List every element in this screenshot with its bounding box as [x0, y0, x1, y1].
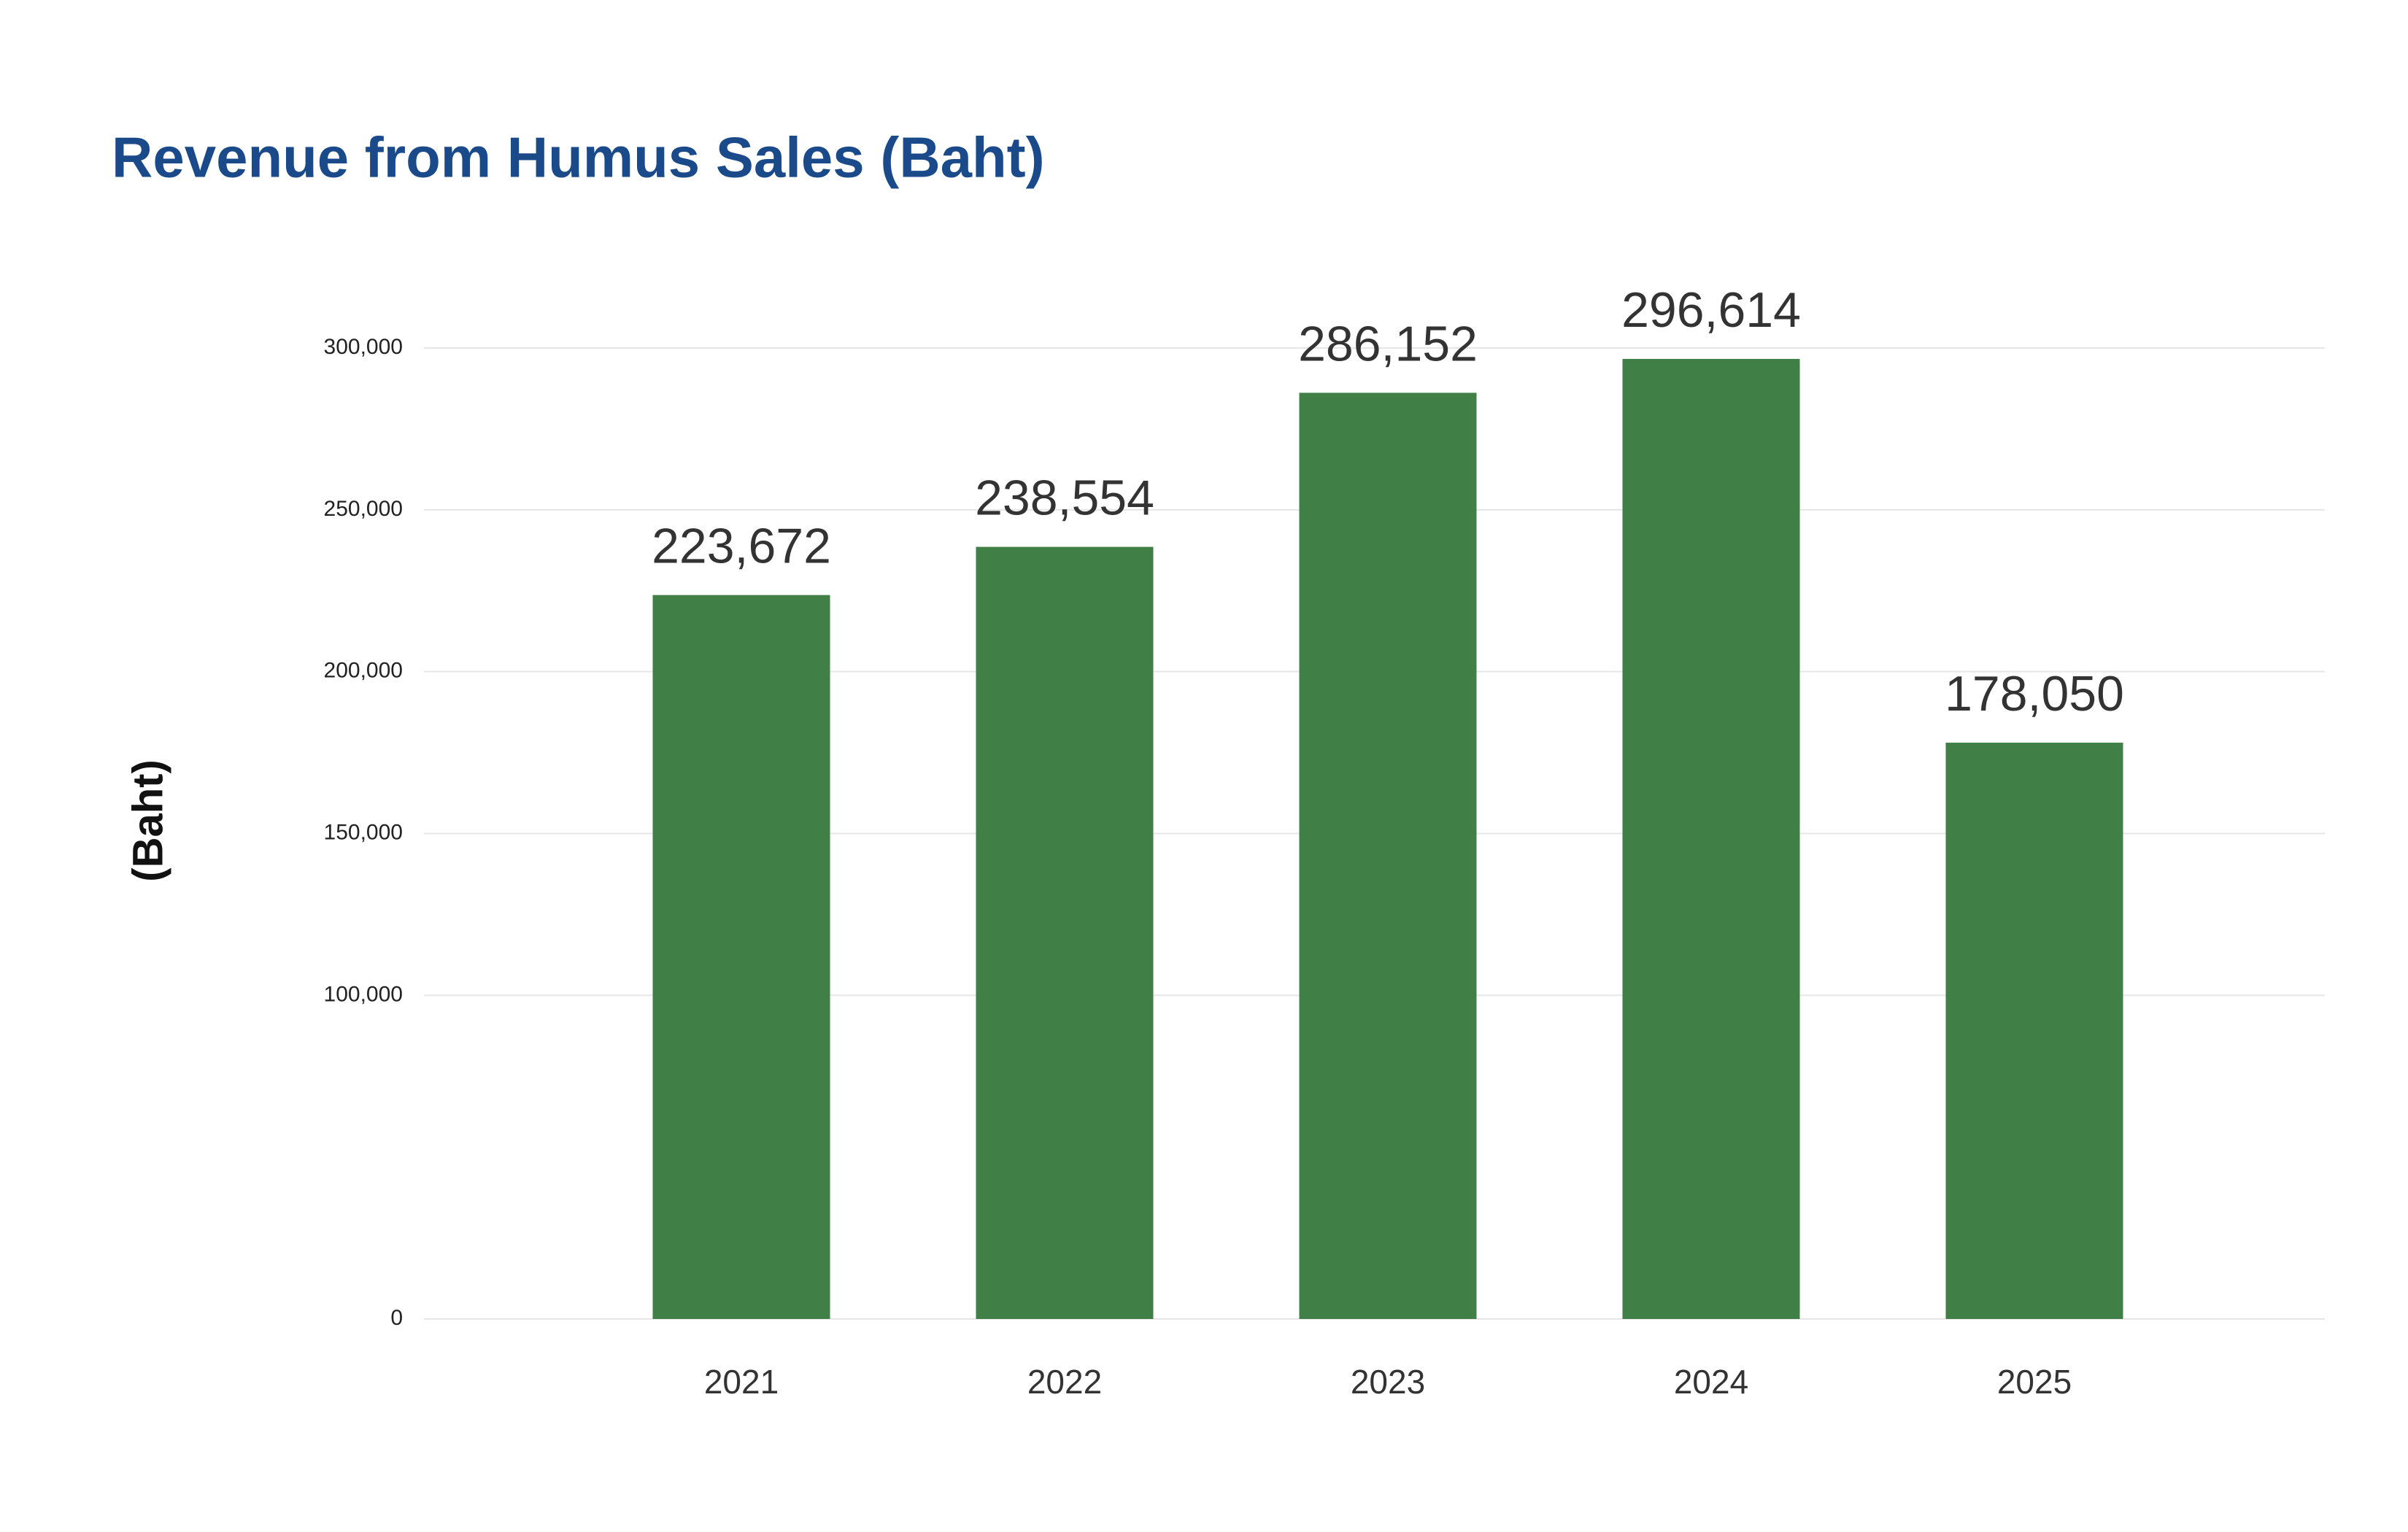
y-axis-label: (Baht): [124, 759, 171, 882]
chart-title: Revenue from Humus Sales (Baht): [112, 125, 1045, 190]
value-label: 223,672: [652, 519, 831, 574]
value-label: 238,554: [975, 471, 1154, 526]
x-tick-label: 2023: [1351, 1363, 1425, 1401]
x-tick-label: 2024: [1674, 1363, 1748, 1401]
bar: [1299, 392, 1477, 1319]
y-tick-label: 100,000: [324, 982, 403, 1006]
bar: [1622, 359, 1800, 1319]
x-tick-label: 2021: [704, 1363, 779, 1401]
bar: [1945, 743, 2123, 1319]
y-tick-label: 0: [390, 1306, 403, 1330]
y-tick-label: 250,000: [324, 497, 403, 521]
bar: [976, 546, 1154, 1319]
bar: [652, 595, 830, 1319]
y-tick-label: 150,000: [324, 820, 403, 844]
value-label: 296,614: [1621, 282, 1801, 338]
y-tick-label: 300,000: [324, 335, 403, 359]
value-label: 178,050: [1945, 666, 2124, 721]
x-tick-label: 2022: [1027, 1363, 1102, 1401]
value-label: 286,152: [1298, 316, 1478, 371]
y-tick-label: 200,000: [324, 659, 403, 683]
x-tick-label: 2025: [1997, 1363, 2072, 1401]
